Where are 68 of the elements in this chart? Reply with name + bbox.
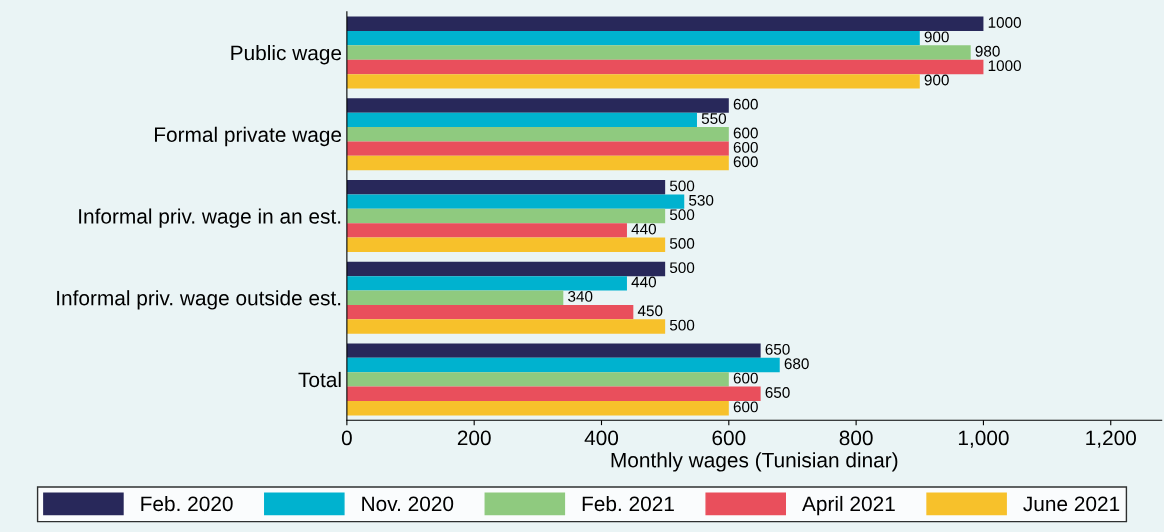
- bar: [346, 155, 729, 171]
- data-label: 1000: [988, 60, 1021, 72]
- y-tick-label: Informal priv. wage in an est.: [79, 208, 341, 228]
- data-label: 450: [637, 305, 663, 317]
- y-tick-label: Public wage: [231, 45, 342, 65]
- bar: [346, 276, 627, 291]
- bar: [346, 98, 729, 113]
- bar: [346, 59, 984, 75]
- x-tick-label: 400: [584, 430, 619, 446]
- data-label: 1000: [988, 17, 1021, 28]
- data-label: 650: [765, 387, 790, 398]
- bar: [346, 343, 761, 358]
- bar: [346, 386, 761, 401]
- bar: [346, 30, 920, 46]
- x-axis-title: Monthly wages (Tunisian dinar): [611, 452, 898, 472]
- data-label: 500: [669, 319, 695, 331]
- bar: [346, 304, 634, 320]
- y-tick-label: Formal private wage: [155, 126, 342, 147]
- bar: [346, 180, 666, 195]
- data-label: 600: [733, 98, 758, 110]
- data-label: 530: [689, 194, 714, 206]
- bar: [346, 16, 984, 31]
- x-tick-label: 0: [341, 430, 352, 446]
- x-tick-label: 800: [839, 430, 873, 446]
- data-label: 600: [733, 401, 758, 413]
- bar: [346, 112, 697, 128]
- bar: [346, 127, 729, 142]
- bar: [346, 290, 564, 305]
- x-tick-label: 1,000: [958, 430, 1009, 448]
- data-label: 500: [669, 180, 695, 192]
- x-tick-label: 1,200: [1086, 430, 1136, 448]
- bar: [346, 74, 920, 89]
- bar: [346, 141, 729, 156]
- data-label: 600: [733, 127, 758, 139]
- bar: [346, 223, 627, 238]
- data-label: 680: [784, 358, 809, 370]
- data-label: 980: [975, 45, 1000, 57]
- legend-label: Feb. 2021: [582, 495, 674, 512]
- y-tick-label: Total: [298, 371, 341, 388]
- data-label: 900: [924, 31, 949, 43]
- data-label: 500: [669, 238, 695, 249]
- data-label: 900: [924, 74, 949, 86]
- bar: [346, 357, 780, 373]
- data-label: 340: [568, 290, 593, 302]
- x-tick-label: 600: [712, 430, 746, 446]
- legend-label: Feb. 2020: [141, 495, 233, 512]
- bar: [346, 208, 666, 224]
- data-label: 440: [631, 223, 657, 235]
- y-tick-label: Informal priv. wage outside est.: [57, 290, 341, 310]
- data-label: 500: [669, 209, 695, 221]
- bar: [346, 319, 666, 334]
- data-label: 600: [733, 372, 758, 384]
- bar: [346, 45, 971, 60]
- bar: [346, 261, 666, 277]
- bar: [346, 401, 729, 416]
- bar: [346, 237, 666, 252]
- data-label: 600: [733, 141, 758, 153]
- data-label: 650: [765, 343, 790, 355]
- data-label: 440: [631, 276, 657, 288]
- data-label: 550: [701, 113, 727, 124]
- data-label: 600: [733, 156, 758, 168]
- bar: [346, 372, 729, 387]
- legend-label: June 2021: [1023, 496, 1120, 512]
- legend-label: Nov. 2020: [362, 496, 454, 512]
- bar: [346, 194, 685, 209]
- x-tick-label: 200: [457, 430, 491, 446]
- legend-label: April 2021: [802, 495, 895, 516]
- data-label: 500: [669, 262, 695, 274]
